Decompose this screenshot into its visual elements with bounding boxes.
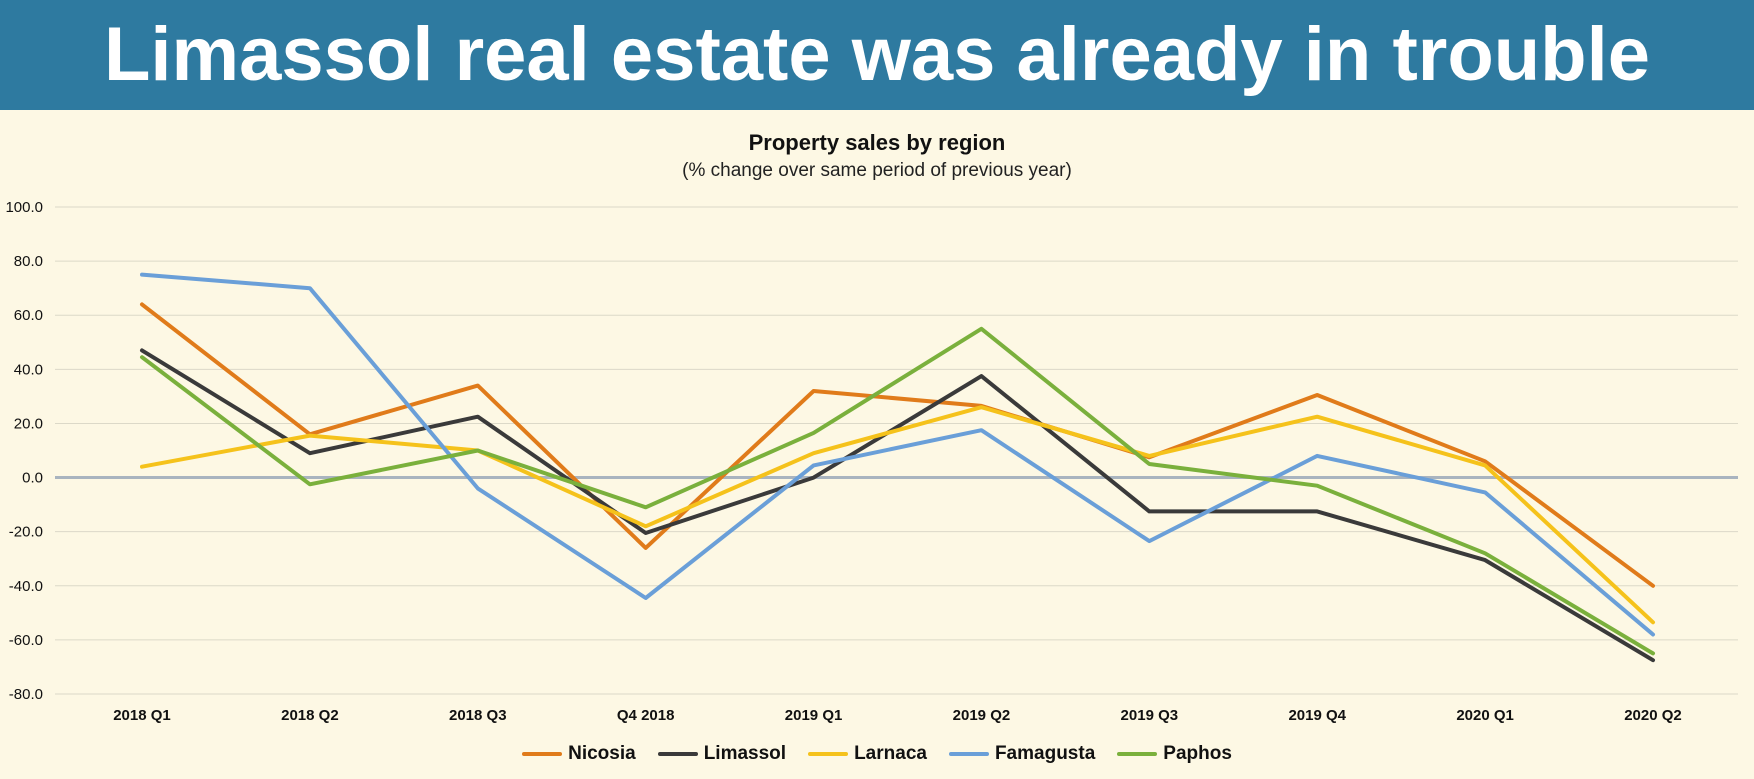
series-line-paphos	[140, 326, 1655, 656]
x-tick-label: 2018 Q1	[113, 707, 171, 724]
legend-item-larnaca: Larnaca	[808, 743, 927, 765]
x-tick-label: 2019 Q2	[953, 707, 1011, 724]
legend-label: Larnaca	[854, 743, 927, 764]
legend-label: Paphos	[1163, 743, 1232, 764]
y-tick-label: -20.0	[9, 524, 43, 541]
legend-item-paphos: Paphos	[1117, 743, 1232, 765]
legend-swatch	[1117, 752, 1158, 756]
page-title: Limassol real estate was already in trou…	[104, 12, 1650, 97]
legend-item-famagusta: Famagusta	[948, 743, 1096, 765]
y-tick-label: 0.0	[22, 470, 43, 487]
legend-swatch	[657, 752, 698, 756]
y-tick-label: 20.0	[14, 415, 43, 432]
y-tick-label: 60.0	[14, 307, 43, 324]
x-tick-label: 2019 Q3	[1121, 707, 1179, 724]
y-tick-label: -60.0	[9, 632, 43, 649]
legend-swatch	[808, 752, 849, 756]
series-line-limassol	[140, 348, 1655, 663]
chart-title: Property sales by region	[748, 130, 1006, 155]
y-tick-label: -40.0	[9, 578, 43, 595]
y-tick-label: 80.0	[14, 253, 43, 270]
series-line-famagusta	[140, 272, 1655, 637]
x-tick-label: 2020 Q1	[1456, 707, 1514, 724]
x-tick-label: 2019 Q1	[785, 707, 843, 724]
x-tick-label: 2020 Q2	[1624, 707, 1682, 724]
legend-label: Nicosia	[568, 743, 636, 764]
x-tick-label: Q4 2018	[617, 707, 675, 724]
line-chart: 100.0 80.0 60.0 40.0 20.0 0.0 -20.0 -40.0 -60.0 -…	[5, 199, 1738, 724]
legend-item-nicosia: Nicosia	[522, 743, 636, 765]
legend-swatch	[948, 752, 989, 756]
x-tick-label: 2018 Q2	[281, 707, 339, 724]
series-line-larnaca	[140, 405, 1655, 625]
series-line-nicosia	[140, 302, 1655, 588]
y-tick-label: -80.0	[9, 686, 43, 703]
header-banner: Limassol real estate was already in trou…	[0, 0, 1754, 110]
legend: Nicosia Limassol Larnaca Famagusta Paphos	[0, 743, 1754, 765]
legend-label: Famagusta	[994, 743, 1096, 764]
chart-subtitle: (% change over same period of previous y…	[682, 160, 1072, 181]
legend-item-limassol: Limassol	[657, 743, 787, 765]
y-tick-label: 40.0	[14, 361, 43, 378]
x-tick-label: 2019 Q4	[1288, 707, 1346, 724]
y-tick-label: 100.0	[5, 199, 43, 216]
legend-swatch	[522, 752, 563, 756]
legend-label: Limassol	[703, 743, 787, 764]
x-tick-label: 2018 Q3	[449, 707, 507, 724]
